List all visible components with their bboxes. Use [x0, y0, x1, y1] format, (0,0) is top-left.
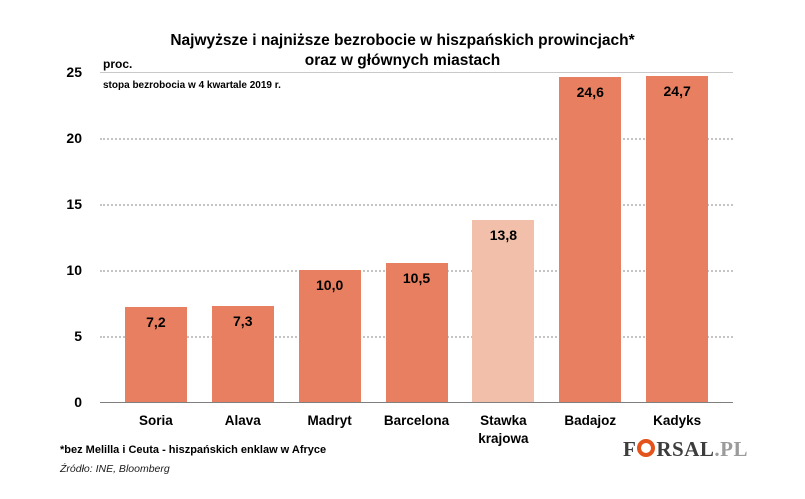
- source-note: Źródło: INE, Bloomberg: [60, 463, 170, 475]
- plot-area: 7,2 Soria 7,3 Alava 10,0 Madryt 10,5 Barcelona 1…: [100, 72, 733, 446]
- x-axis-label: Barcelona: [383, 413, 450, 428]
- footnote: *bez Melilla i Ceuta - hiszpańskich enkl…: [60, 444, 327, 456]
- y-tick-label: 5: [74, 328, 82, 344]
- y-axis: 0 5 10 15 20 25: [0, 64, 88, 410]
- y-tick-label: 25: [66, 64, 82, 80]
- bars: 7,2 Soria 7,3 Alava 10,0 Madryt 10,5 Barcelona 1…: [100, 72, 733, 446]
- forsal-logo: F RSAL.PL: [623, 437, 748, 462]
- gridline: [100, 138, 733, 140]
- bar-value-label: 7,2: [146, 313, 166, 330]
- y-tick-label: 10: [66, 262, 82, 278]
- bar-soria: 7,2: [124, 306, 187, 402]
- logo-prefix: F: [623, 437, 637, 461]
- y-tick-label: 20: [66, 130, 82, 146]
- bar-stawka-krajowa: 13,8: [472, 219, 535, 402]
- bar-slot: 10,5 Barcelona: [384, 72, 449, 428]
- chart-title-line1: Najwyższe i najniższe bezrobocie w hiszp…: [170, 32, 635, 49]
- chart-title-line2: oraz w głównych miastach: [304, 52, 501, 70]
- chart-title: Najwyższe i najniższe bezrobocie w hiszp…: [0, 31, 805, 71]
- logo-ring-icon: [637, 439, 656, 457]
- bar-slot: 13,8 Stawka krajowa: [472, 72, 535, 446]
- x-axis-label: Stawka krajowa: [478, 413, 529, 446]
- bar-value-label: 24,7: [663, 82, 691, 99]
- bar-alava: 7,3: [211, 305, 274, 402]
- bar-slot: 7,3 Alava: [211, 72, 274, 428]
- bar-value-label: 10,0: [316, 277, 344, 293]
- x-axis-label: Kadyks: [653, 413, 702, 428]
- y-tick-label: 0: [74, 394, 82, 410]
- bar-value-label: 24,6: [576, 84, 604, 101]
- y-tick-label: 15: [66, 196, 82, 212]
- bar-barcelona: 10,5: [385, 263, 448, 402]
- bar-slot: 24,6 Badajoz: [559, 72, 622, 428]
- bar-slot: 7,2 Soria: [124, 72, 187, 428]
- y-axis-unit-label: proc.: [103, 57, 133, 71]
- bar-value-label: 13,8: [489, 226, 517, 243]
- bar-badajoz: 24,6: [559, 77, 622, 402]
- x-axis-label: Alava: [224, 413, 261, 428]
- x-axis-label: Badajoz: [564, 413, 617, 428]
- x-axis-label: Soria: [138, 413, 173, 428]
- bar-slot: 10,0 Madryt: [298, 72, 361, 428]
- logo-suffix: .PL: [714, 437, 748, 461]
- bar-kadyks: 24,7: [646, 75, 709, 402]
- bar-value-label: 7,3: [233, 312, 253, 329]
- bar-madryt: 10,0: [298, 270, 361, 402]
- bar-value-label: 10,5: [402, 270, 431, 287]
- logo-middle: RSAL: [656, 437, 715, 461]
- bar-slot: 24,7 Kadyks: [646, 72, 709, 428]
- chart-subtitle: stopa bezrobocia w 4 kwartale 2019 r.: [103, 80, 281, 91]
- gridline: [100, 204, 733, 206]
- x-axis-label: Madryt: [307, 413, 352, 428]
- gridline: [100, 72, 733, 73]
